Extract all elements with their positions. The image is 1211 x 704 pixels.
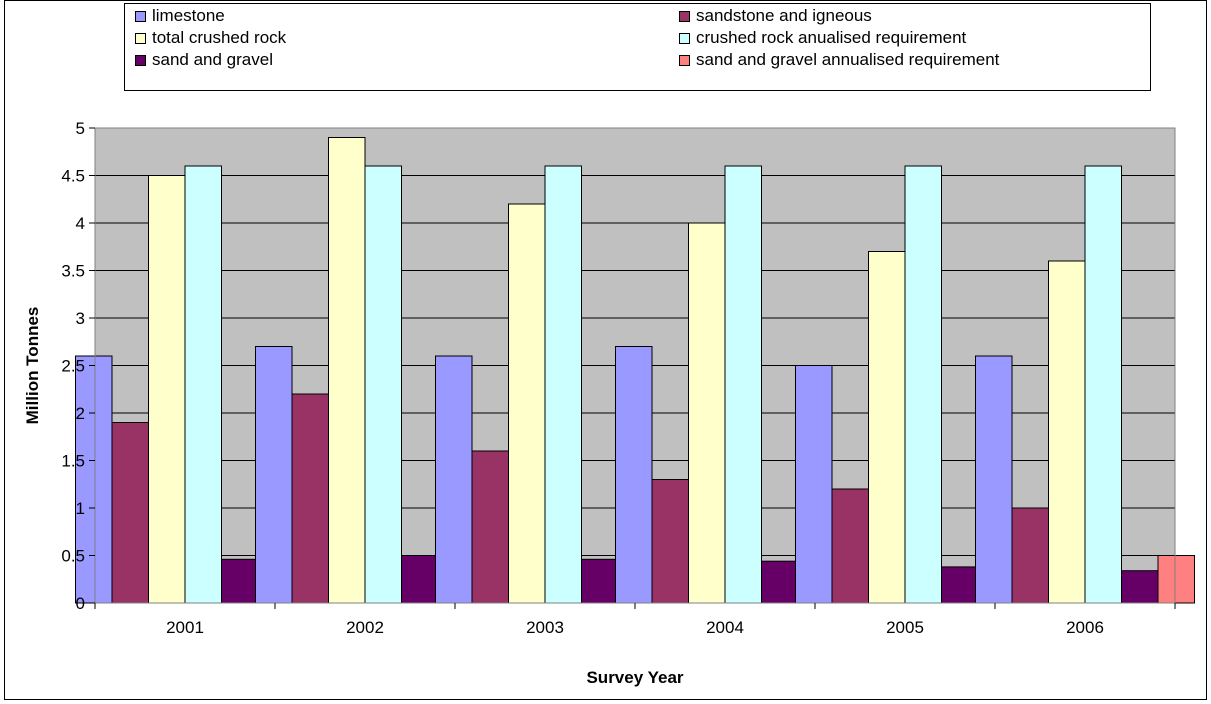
bar-total-crushed-rock-2003 <box>508 203 546 604</box>
bar-limestone-2005 <box>795 365 833 604</box>
bar-limestone-2002 <box>255 346 293 604</box>
bar-total-crushed-rock-2002 <box>328 137 366 604</box>
bar-sandstone-and-igneous-2002 <box>291 393 329 604</box>
x-tick-label-2005: 2005 <box>886 618 924 637</box>
bar-sandstone-and-igneous-2003 <box>471 450 509 604</box>
x-tick-label-2006: 2006 <box>1066 618 1104 637</box>
legend-item-crushed-rock-requirement: crushed rock anualised requirement <box>679 27 966 49</box>
bar-sand-and-gravel-2005 <box>941 566 979 604</box>
bar-sandstone-and-igneous-2006 <box>1011 507 1049 604</box>
bar-limestone-2004 <box>615 346 653 604</box>
legend-swatch-limestone <box>135 10 146 22</box>
bar-sandstone-and-igneous-2004 <box>651 479 689 604</box>
bar-crushed-rock-anualised-requirement-2003 <box>544 165 582 604</box>
x-tick-label-2004: 2004 <box>706 618 744 637</box>
legend-swatch-sandstone-and-igneous <box>679 10 690 22</box>
y-axis-ticks: 0 0.5 1 1.5 2 2.5 3 3.5 4 4.5 5 <box>61 119 95 613</box>
legend-label-crushed-rock-requirement: crushed rock anualised requirement <box>696 28 967 47</box>
y-tick-label: 1.5 <box>61 452 85 471</box>
y-tick-label: 4 <box>76 214 85 233</box>
bar-sandstone-and-igneous-2001 <box>111 422 149 604</box>
bar-sand-and-gravel-2004 <box>761 560 799 604</box>
x-axis-title: Survey Year <box>586 668 683 687</box>
y-tick-label: 3 <box>76 309 85 328</box>
legend-item-sandstone-and-igneous: sandstone and igneous <box>679 5 872 27</box>
x-tick-label-2003: 2003 <box>526 618 564 637</box>
y-tick-label: 0 <box>76 594 85 613</box>
bar-crushed-rock-anualised-requirement-2005 <box>904 165 942 604</box>
legend-swatch-sand-and-gravel-requirement <box>679 54 690 66</box>
bar-crushed-rock-anualised-requirement-2001 <box>184 165 222 604</box>
x-tick-label-2001: 2001 <box>166 618 204 637</box>
bars <box>75 137 1195 604</box>
legend-label-sandstone-and-igneous: sandstone and igneous <box>696 6 872 25</box>
bar-sand-and-gravel-2006 <box>1121 570 1159 604</box>
bar-crushed-rock-anualised-requirement-2002 <box>364 165 402 604</box>
chart-legend: limestone sandstone and igneous total cr… <box>124 3 1151 91</box>
legend-swatch-total-crushed-rock <box>135 32 146 44</box>
bar-total-crushed-rock-2004 <box>688 222 726 604</box>
bar-sand-and-gravel-2001 <box>221 558 259 604</box>
bar-sand-and-gravel-annualised-requirement-2006 <box>1157 555 1195 604</box>
y-tick-label: 4.5 <box>61 167 85 186</box>
legend-label-total-crushed-rock: total crushed rock <box>152 28 287 47</box>
y-tick-label: 5 <box>76 119 85 138</box>
bar-limestone-2006 <box>975 355 1013 604</box>
bar-total-crushed-rock-2001 <box>148 175 186 604</box>
legend-item-sand-and-gravel: sand and gravel <box>135 49 273 71</box>
bar-sandstone-and-igneous-2005 <box>831 488 869 604</box>
bar-crushed-rock-anualised-requirement-2004 <box>724 165 762 604</box>
y-tick-label: 2 <box>76 404 85 423</box>
y-tick-label: 2.5 <box>61 357 85 376</box>
y-tick-label: 1 <box>76 499 85 518</box>
y-axis-title: Million Tonnes <box>23 307 42 425</box>
legend-label-limestone: limestone <box>152 6 225 25</box>
bar-total-crushed-rock-2006 <box>1048 260 1086 604</box>
y-tick-label: 3.5 <box>61 262 85 281</box>
legend-item-sand-and-gravel-requirement: sand and gravel annualised requirement <box>679 49 999 71</box>
bar-limestone-2001 <box>75 355 113 604</box>
legend-swatch-sand-and-gravel <box>135 54 146 66</box>
legend-item-total-crushed-rock: total crushed rock <box>135 27 286 49</box>
bar-sand-and-gravel-2003 <box>581 558 619 604</box>
bar-limestone-2003 <box>435 355 473 604</box>
y-tick-label: 0.5 <box>61 547 85 566</box>
legend-label-sand-and-gravel: sand and gravel <box>152 50 273 69</box>
bar-crushed-rock-anualised-requirement-2006 <box>1084 165 1122 604</box>
legend-label-sand-and-gravel-requirement: sand and gravel annualised requirement <box>696 50 1000 69</box>
x-axis-ticks: 2001 2002 2003 2004 2005 2006 <box>94 603 1176 637</box>
bar-total-crushed-rock-2005 <box>868 251 906 604</box>
x-tick-label-2002: 2002 <box>346 618 384 637</box>
legend-swatch-crushed-rock-requirement <box>679 32 690 44</box>
legend-item-limestone: limestone <box>135 5 225 27</box>
bar-sand-and-gravel-2002 <box>401 555 439 604</box>
